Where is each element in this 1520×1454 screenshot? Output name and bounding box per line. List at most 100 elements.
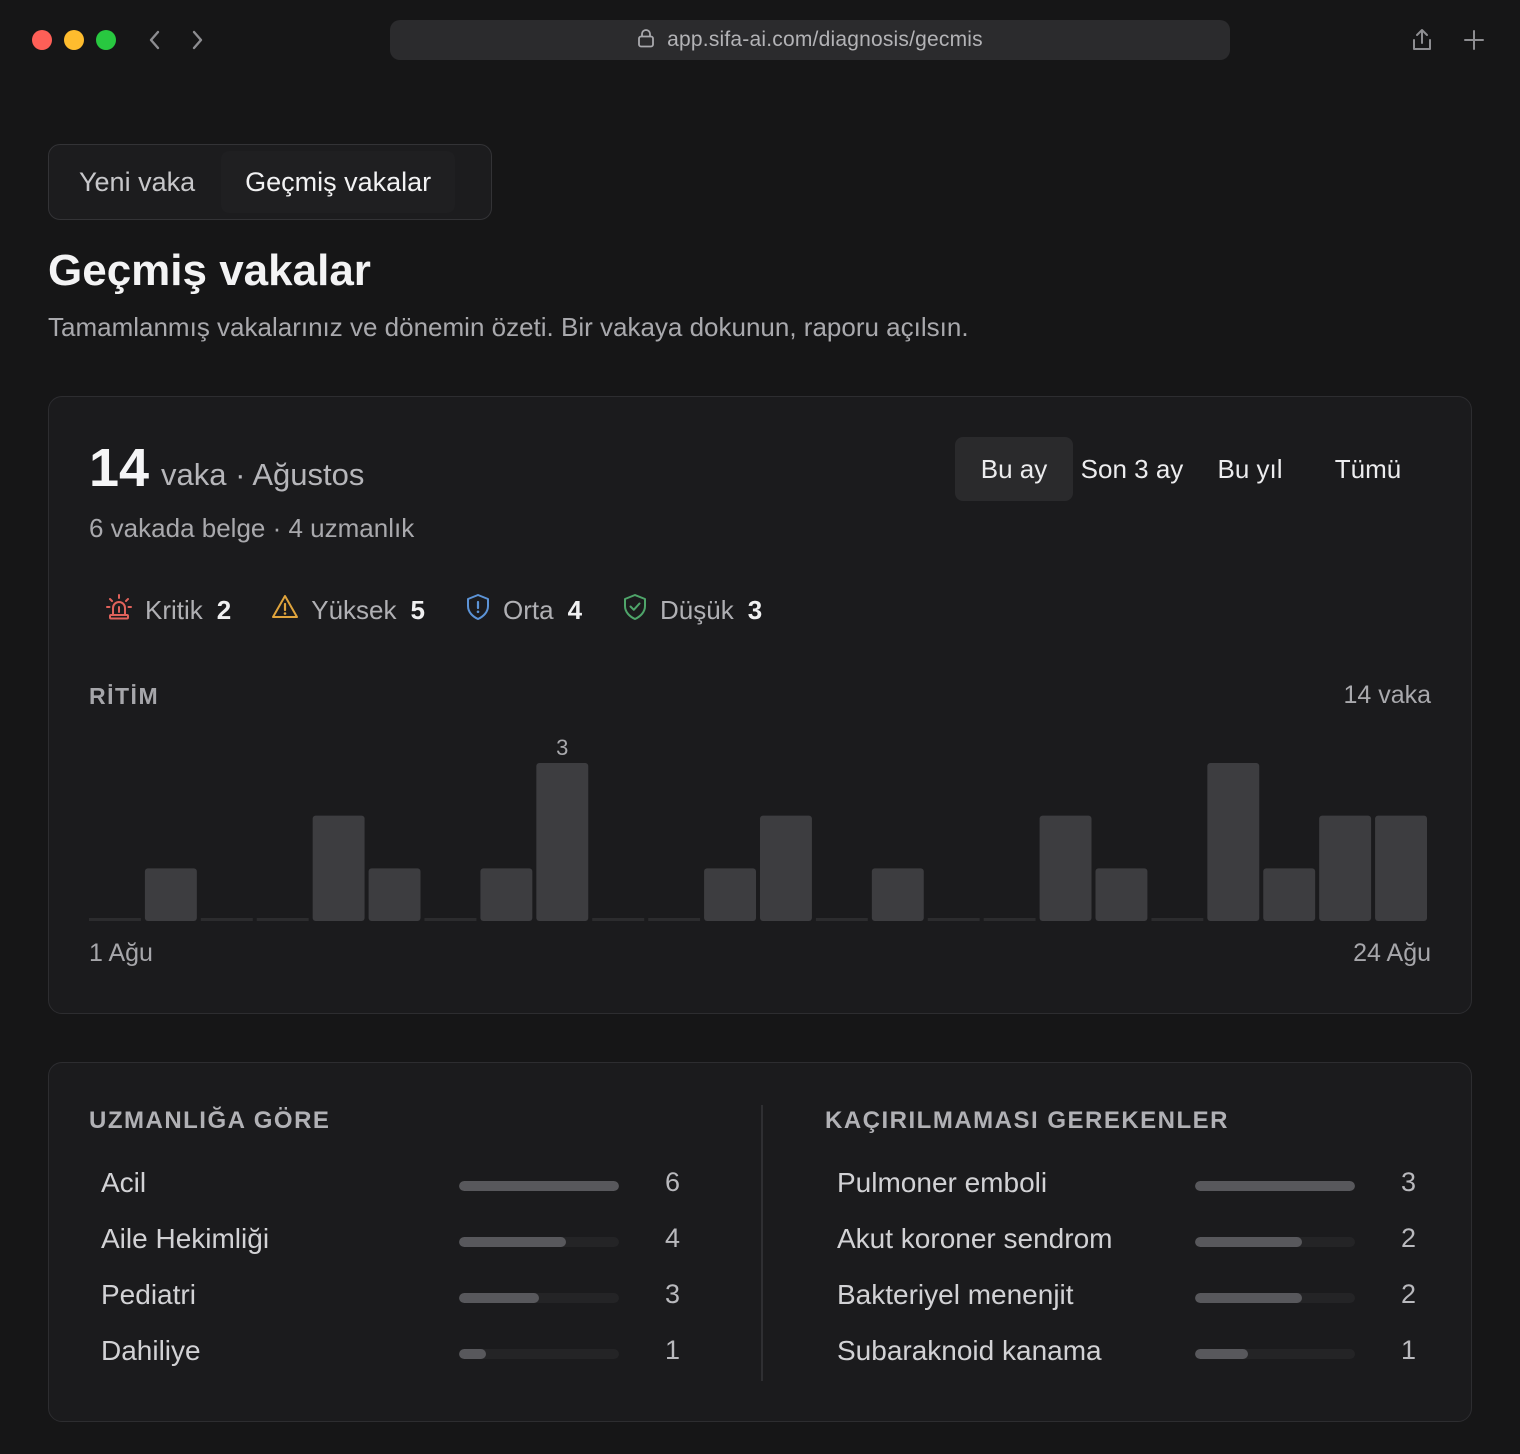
must-not-miss-row-count: 3: [1401, 1167, 1417, 1197]
back-icon[interactable]: [140, 24, 168, 56]
specialty-row-bar-fill: [459, 1237, 566, 1247]
chart-bar[interactable]: [480, 868, 533, 921]
chart-title: RİTİM: [89, 683, 160, 709]
must-not-miss-row-bar-fill: [1195, 1237, 1302, 1247]
chart-bar[interactable]: [1319, 815, 1372, 921]
must-not-miss-row[interactable]: Subaraknoid kanama 1: [837, 1323, 1437, 1379]
specialty-row[interactable]: Aile Hekimliği 4: [101, 1211, 701, 1267]
must-not-miss-row-bar-track: [1195, 1181, 1355, 1191]
severity-count: 3: [747, 595, 763, 625]
summary-card: 14 vaka · Ağustos 6 vakada belge · 4 uzm…: [48, 396, 1472, 1014]
shield-alert-icon: [465, 593, 491, 628]
minimize-window-button[interactable]: [64, 30, 84, 50]
specialty-row[interactable]: Acil 6: [101, 1155, 701, 1211]
close-window-button[interactable]: [32, 30, 52, 50]
chart-bar[interactable]: [144, 868, 197, 921]
specialty-row[interactable]: Pediatri 3: [101, 1267, 701, 1323]
breakdown-card: UZMANLIĞA GÖRE Acil 6 Aile Hekimliği 4 Pedia…: [48, 1062, 1472, 1422]
chart-bar[interactable]: [1263, 868, 1316, 921]
warning-triangle-icon: [271, 593, 299, 628]
range-this-month[interactable]: Bu ay: [955, 437, 1073, 501]
lock-icon: [637, 28, 655, 53]
chart-bar[interactable]: [200, 918, 253, 921]
chart-bar[interactable]: [648, 918, 701, 921]
specialty-row-count: 6: [665, 1167, 681, 1197]
chart-bar[interactable]: [760, 815, 812, 921]
specialty-row[interactable]: Dahiliye 1: [101, 1323, 701, 1379]
severity-high: Yüksek 5: [271, 593, 425, 628]
x-axis-start-label: 1 Ağu: [89, 939, 153, 967]
specialty-list: Acil 6 Aile Hekimliği 4 Pediatri 3 Dahiliye 1: [101, 1155, 701, 1379]
chart-bar[interactable]: [592, 918, 645, 921]
severity-count: 4: [567, 595, 583, 625]
chart-bar[interactable]: [256, 918, 309, 921]
specialty-row-bar-track: [459, 1349, 619, 1359]
severity-low: Düşük 3: [622, 593, 762, 628]
chart-bar[interactable]: [1039, 815, 1092, 921]
must-not-miss-row-count: 2: [1401, 1279, 1417, 1309]
chart-bar[interactable]: [1207, 763, 1260, 921]
share-icon[interactable]: [1406, 24, 1438, 56]
chart-bar[interactable]: [89, 918, 141, 921]
must-not-miss-row[interactable]: Bakteriyel menenjit 2: [837, 1267, 1437, 1323]
severity-label: Kritik: [145, 595, 203, 625]
x-axis-end-label: 24 Ağu: [1353, 939, 1431, 967]
specialty-row-bar-fill: [459, 1181, 619, 1191]
chart-bar[interactable]: [536, 763, 589, 921]
browser-chrome: app.sifa-ai.com/diagnosis/gecmis: [0, 0, 1520, 80]
chart-bar[interactable]: [424, 918, 477, 921]
must-not-miss-row-label: Akut koroner sendrom: [837, 1223, 1113, 1254]
chart-bar[interactable]: [312, 815, 365, 921]
page-title: Geçmiş vakalar: [48, 246, 371, 295]
plus-icon[interactable]: [1458, 24, 1490, 56]
column-divider: [761, 1105, 763, 1381]
severity-label: Yüksek: [311, 595, 397, 625]
tab-past-cases[interactable]: Geçmiş vakalar: [221, 151, 456, 213]
specialty-row-label: Aile Hekimliği: [101, 1223, 270, 1254]
specialty-row-label: Pediatri: [101, 1279, 196, 1310]
range-selector: Bu ay Son 3 ay Bu yıl Tümü: [955, 437, 1427, 501]
chart-bar[interactable]: [1151, 918, 1204, 921]
case-count-suffix: vaka · Ağustos: [161, 457, 365, 492]
severity-label: Düşük: [660, 595, 734, 625]
must-not-miss-row-bar-track: [1195, 1293, 1355, 1303]
specialty-row-bar-track: [459, 1181, 619, 1191]
must-not-miss-row-bar-track: [1195, 1237, 1355, 1247]
page-subtitle: Tamamlanmış vakalarınız ve dönemin özeti…: [48, 312, 969, 342]
rhythm-bar-chart: 3: [89, 735, 1427, 921]
specialty-row-label: Dahiliye: [101, 1335, 201, 1366]
maximize-window-button[interactable]: [96, 30, 116, 50]
address-bar[interactable]: app.sifa-ai.com/diagnosis/gecmis: [390, 20, 1230, 60]
chart-data-label: 3: [556, 735, 568, 760]
chart-bar[interactable]: [983, 918, 1036, 921]
chart-bar[interactable]: [704, 868, 756, 921]
specialty-column: UZMANLIĞA GÖRE Acil 6 Aile Hekimliği 4 Pedia…: [49, 1063, 761, 1421]
range-all[interactable]: Tümü: [1334, 453, 1402, 484]
chart-bar[interactable]: [871, 868, 924, 921]
chart-bar[interactable]: [1375, 815, 1427, 921]
tab-new-case[interactable]: Yeni vaka: [79, 166, 196, 197]
must-not-miss-column: KAÇIRILMAMASI GEREKENLER Pulmoner emboli…: [761, 1063, 1473, 1421]
chart-bar[interactable]: [368, 868, 421, 921]
must-not-miss-row[interactable]: Akut koroner sendrom 2: [837, 1211, 1437, 1267]
range-last-3-months[interactable]: Son 3 ay: [1080, 453, 1184, 484]
specialty-row-count: 4: [665, 1223, 681, 1253]
forward-icon[interactable]: [184, 24, 212, 56]
chart-bar[interactable]: [815, 918, 868, 921]
severity-count: 5: [410, 595, 425, 625]
chart-bar[interactable]: [927, 918, 980, 921]
must-not-miss-row-bar-track: [1195, 1349, 1355, 1359]
range-this-year[interactable]: Bu yıl: [1217, 453, 1283, 484]
must-not-miss-list: Pulmoner emboli 3 Akut koroner sendrom 2 Bak…: [837, 1155, 1437, 1379]
severity-count: 2: [216, 595, 232, 625]
chart-bar[interactable]: [1095, 868, 1148, 921]
must-not-miss-row-bar-fill: [1195, 1181, 1355, 1191]
specialty-row-bar-fill: [459, 1293, 539, 1303]
specialty-row-label: Acil: [101, 1167, 147, 1198]
must-not-miss-title: KAÇIRILMAMASI GEREKENLER: [825, 1107, 1230, 1134]
must-not-miss-row-label: Bakteriyel menenjit: [837, 1279, 1074, 1310]
specialty-row-bar-fill: [459, 1349, 486, 1359]
must-not-miss-row[interactable]: Pulmoner emboli 3: [837, 1155, 1437, 1211]
shield-check-icon: [622, 593, 648, 628]
specialty-row-count: 1: [665, 1335, 681, 1365]
